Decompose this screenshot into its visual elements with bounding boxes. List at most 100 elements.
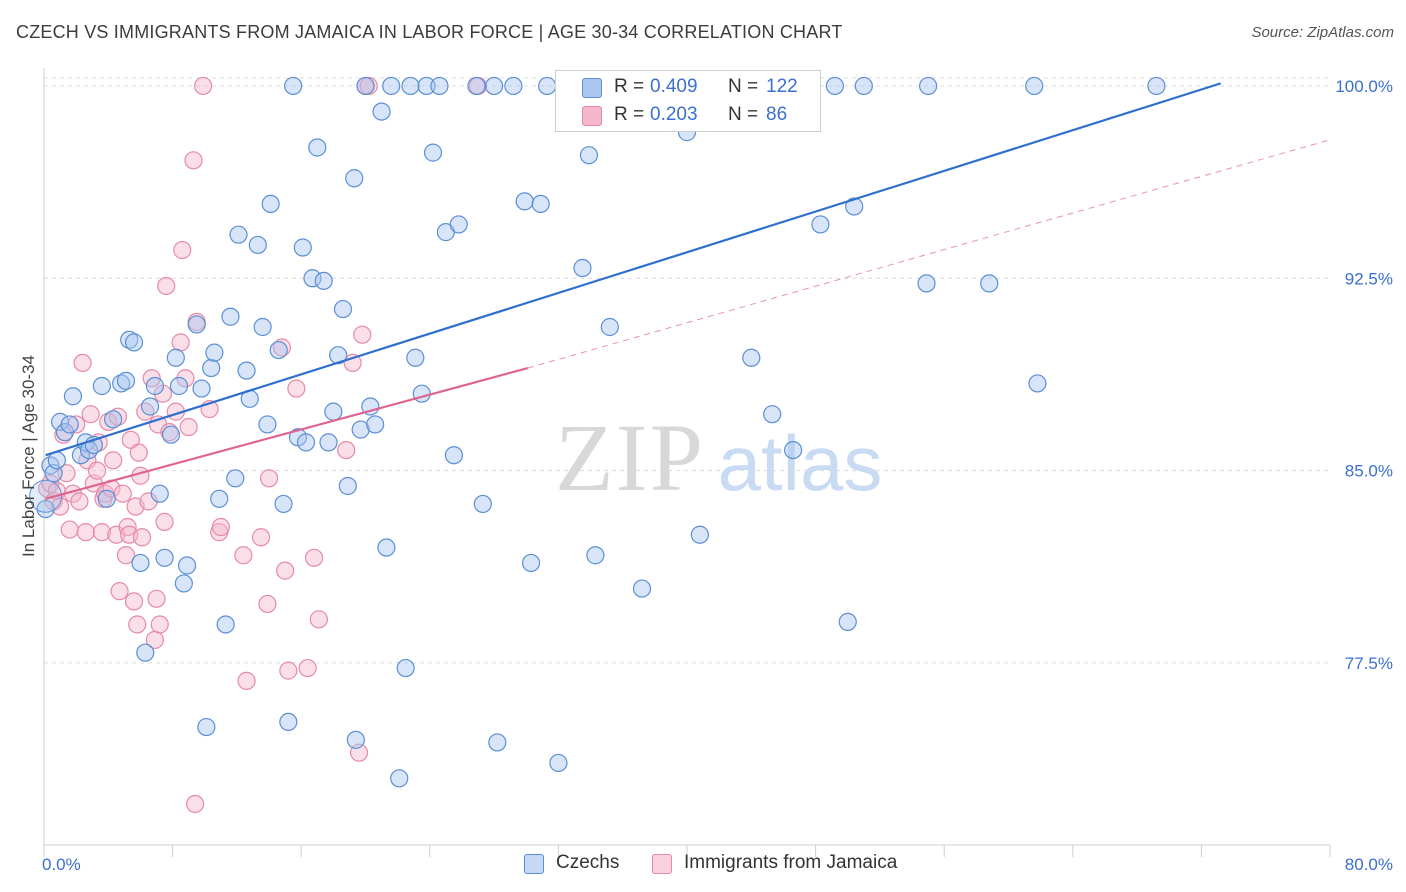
data-point-czechs bbox=[174, 574, 193, 593]
data-point-jamaica bbox=[60, 520, 79, 539]
axes bbox=[43, 68, 1331, 857]
data-point-czechs bbox=[284, 76, 303, 96]
data-point-czechs bbox=[248, 235, 267, 255]
data-point-jamaica bbox=[184, 151, 203, 170]
data-point-czechs bbox=[155, 548, 174, 567]
data-point-czechs bbox=[261, 194, 280, 214]
y-axis-label: In Labor Force | Age 30-34 bbox=[19, 355, 38, 557]
data-point-czechs bbox=[226, 469, 245, 488]
data-point-czechs bbox=[742, 348, 761, 367]
data-point-jamaica bbox=[251, 528, 271, 547]
data-point-czechs bbox=[345, 169, 364, 188]
data-point-czechs bbox=[854, 76, 873, 96]
x-tick-label: 0.0% bbox=[42, 855, 81, 874]
data-point-jamaica bbox=[129, 443, 148, 462]
trendline-jamaica-extension bbox=[527, 139, 1331, 369]
series-jamaica-points bbox=[38, 76, 488, 814]
data-point-jamaica bbox=[304, 548, 324, 567]
data-point-czechs bbox=[390, 769, 409, 788]
y-tick-label: 92.5% bbox=[1345, 269, 1393, 288]
data-point-czechs bbox=[811, 215, 830, 234]
data-point-czechs bbox=[845, 197, 864, 216]
data-point-jamaica bbox=[258, 594, 277, 614]
data-point-jamaica bbox=[113, 484, 132, 503]
data-point-czechs bbox=[980, 274, 999, 293]
legend-r-label: R = bbox=[614, 104, 645, 125]
data-point-czechs bbox=[308, 138, 327, 157]
data-point-czechs bbox=[382, 76, 401, 96]
data-point-czechs bbox=[521, 553, 541, 573]
data-point-czechs bbox=[1025, 76, 1044, 96]
data-point-czechs bbox=[202, 358, 221, 378]
data-point-jamaica bbox=[128, 615, 147, 634]
gridlines bbox=[44, 77, 1330, 664]
data-point-czechs bbox=[319, 433, 338, 452]
data-point-jamaica bbox=[157, 276, 176, 296]
trendline-czechs bbox=[45, 82, 1222, 457]
data-point-czechs bbox=[351, 420, 370, 439]
legend-label-jamaica: Immigrants from Jamaica bbox=[684, 852, 898, 873]
data-point-jamaica bbox=[353, 325, 372, 344]
legend-row-czechs: R = 0.409 N = 122 bbox=[556, 73, 820, 101]
legend-n-value: 86 bbox=[766, 104, 788, 125]
data-point-czechs bbox=[187, 315, 206, 334]
data-point-czechs bbox=[377, 538, 396, 557]
data-point-czechs bbox=[763, 405, 782, 424]
data-point-jamaica bbox=[118, 517, 137, 537]
data-point-czechs bbox=[36, 499, 55, 519]
data-point-czechs bbox=[488, 733, 507, 752]
data-point-czechs bbox=[166, 348, 185, 367]
legend-swatch-jamaica bbox=[652, 854, 672, 874]
data-point-czechs bbox=[444, 446, 464, 465]
legend-r-label: R = bbox=[614, 76, 645, 97]
data-point-jamaica bbox=[155, 512, 174, 531]
data-point-czechs bbox=[346, 730, 365, 749]
chart-source: Source: ZipAtlas.com bbox=[1251, 24, 1394, 41]
data-point-czechs bbox=[229, 225, 248, 244]
data-point-jamaica bbox=[108, 407, 128, 426]
data-point-czechs bbox=[338, 476, 357, 496]
legend-swatch-czechs bbox=[524, 854, 544, 874]
data-point-jamaica bbox=[87, 461, 107, 480]
data-point-jamaica bbox=[73, 353, 92, 373]
trend-lines bbox=[45, 82, 1331, 500]
data-point-czechs bbox=[423, 143, 443, 162]
data-point-czechs bbox=[412, 384, 431, 403]
data-point-czechs bbox=[60, 415, 79, 434]
data-point-jamaica bbox=[211, 517, 230, 537]
data-point-czechs bbox=[531, 194, 550, 214]
data-point-czechs bbox=[538, 76, 557, 96]
data-point-jamaica bbox=[272, 338, 292, 357]
data-point-czechs bbox=[116, 371, 136, 390]
data-point-jamaica bbox=[110, 582, 129, 601]
data-point-czechs bbox=[150, 484, 169, 503]
data-point-czechs bbox=[253, 317, 272, 337]
trendline-jamaica bbox=[45, 366, 529, 500]
data-point-czechs bbox=[579, 146, 599, 165]
data-point-czechs bbox=[303, 269, 322, 288]
data-point-czechs bbox=[324, 402, 343, 421]
data-point-czechs bbox=[120, 330, 139, 349]
data-point-czechs bbox=[221, 307, 240, 326]
watermark-atlas: atlas bbox=[718, 419, 883, 507]
data-point-jamaica bbox=[104, 451, 123, 470]
data-point-jamaica bbox=[57, 464, 76, 483]
data-point-czechs bbox=[485, 76, 504, 96]
data-point-czechs bbox=[169, 376, 189, 396]
data-point-jamaica bbox=[132, 528, 152, 547]
data-point-jamaica bbox=[76, 523, 95, 542]
data-point-jamaica bbox=[92, 523, 111, 542]
data-point-jamaica bbox=[99, 412, 118, 431]
data-point-czechs bbox=[145, 376, 165, 396]
data-point-jamaica bbox=[194, 76, 213, 96]
data-point-czechs bbox=[29, 479, 63, 513]
data-point-czechs bbox=[919, 76, 938, 96]
data-point-czechs bbox=[372, 102, 391, 121]
data-point-jamaica bbox=[81, 405, 100, 424]
data-point-jamaica bbox=[50, 497, 70, 516]
data-point-czechs bbox=[136, 643, 155, 662]
correlation-legend: R = 0.409 N = 122 R = 0.203 N = 86 bbox=[555, 70, 821, 132]
data-point-czechs bbox=[216, 615, 235, 634]
data-point-czechs bbox=[177, 556, 197, 575]
